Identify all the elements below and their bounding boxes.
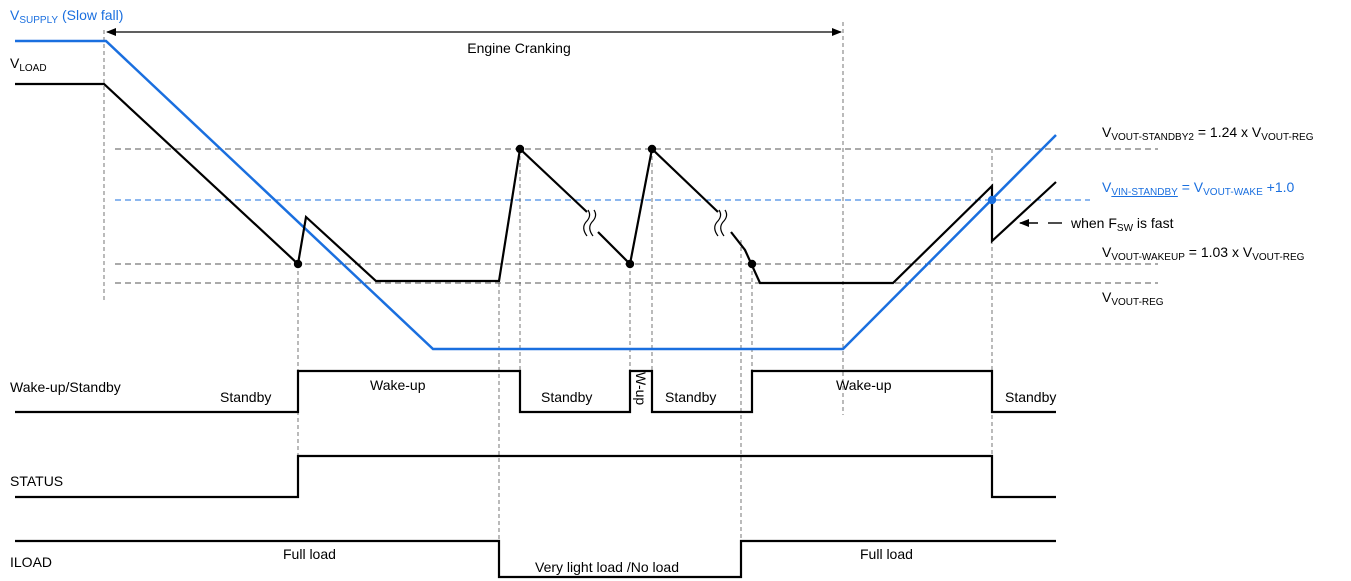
event-points [293, 144, 997, 269]
state-wakeup-1: Wake-up [370, 377, 426, 393]
standby2-threshold-label: VVOUT-STANDBY2 = 1.24 x VVOUT-REG [1102, 124, 1314, 143]
filled-dot-icon [293, 259, 303, 269]
vin-standby-threshold-label: VVIN-STANDBY = VVOUT-WAKE +1.0 [1102, 179, 1295, 198]
filled-dot-icon [515, 144, 525, 154]
reg-threshold-label: VVOUT-REG [1102, 289, 1164, 308]
vload-label: VLOAD [10, 55, 47, 74]
filled-dot-icon [747, 259, 757, 269]
state-standby-2: Standby [541, 389, 592, 405]
wake-standby-row-label: Wake-up/Standby [10, 379, 121, 395]
vsupply-waveform [15, 39, 1057, 351]
iload-state-full-1: Full load [283, 546, 336, 562]
squiggle-break-icon [583, 209, 597, 237]
wakeup-threshold-label: VVOUT-WAKEUP = 1.03 x VVOUT-REG [1102, 244, 1305, 263]
state-w-up: W-up [633, 372, 649, 405]
engine-cranking-label: Engine Cranking [467, 40, 571, 56]
iload-row-label: ILOAD [10, 554, 52, 570]
vertical-guides [103, 22, 993, 577]
state-standby-3: Standby [665, 389, 716, 405]
vload-waveform-2 [597, 146, 719, 267]
threshold-lines [115, 148, 1158, 284]
state-standby-4: Standby [1005, 389, 1056, 405]
state-wakeup-2: Wake-up [836, 377, 892, 393]
filled-dot-icon [647, 144, 657, 154]
vsupply-label: VSUPPLY (Slow fall) [10, 7, 123, 26]
squiggle-break-icon [714, 209, 728, 237]
status-waveform [15, 454, 1056, 499]
vload-waveform-3 [730, 181, 1057, 285]
iload-state-full-2: Full load [860, 546, 913, 562]
iload-waveform [15, 539, 1056, 579]
fsw-note-label: when FSW is fast [1070, 215, 1174, 234]
filled-dot-icon [987, 195, 997, 205]
filled-dot-icon [625, 259, 635, 269]
wake-standby-waveform [15, 369, 1056, 414]
vload-waveform [15, 82, 588, 283]
status-row-label: STATUS [10, 473, 63, 489]
iload-state-light: Very light load /No load [535, 559, 679, 575]
state-standby-1: Standby [220, 389, 271, 405]
